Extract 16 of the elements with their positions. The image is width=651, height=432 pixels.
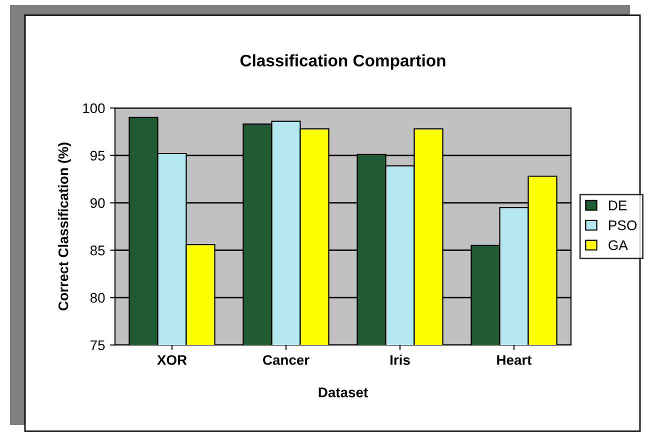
y-axis-title: Correct Classification (%) [58,142,71,310]
y-tick-label: 80 [90,292,105,303]
x-axis-title: Dataset [318,388,368,398]
x-tick-label: Cancer [263,355,310,365]
legend-label: PSO [609,220,637,230]
y-tick-label: 75 [90,340,105,350]
legend-label: DE [609,200,627,210]
y-tick-label: 100 [83,103,105,114]
y-tick-label: 85 [90,246,105,256]
x-tick-label: XOR [157,355,187,365]
x-tick-label: Heart [497,355,532,365]
chart-title: Classification Compartion [240,54,446,70]
legend-label: GA [608,240,628,250]
x-tick-label: Iris [390,354,410,365]
y-tick-label: 95 [90,150,105,161]
y-tick-label: 90 [90,198,105,208]
